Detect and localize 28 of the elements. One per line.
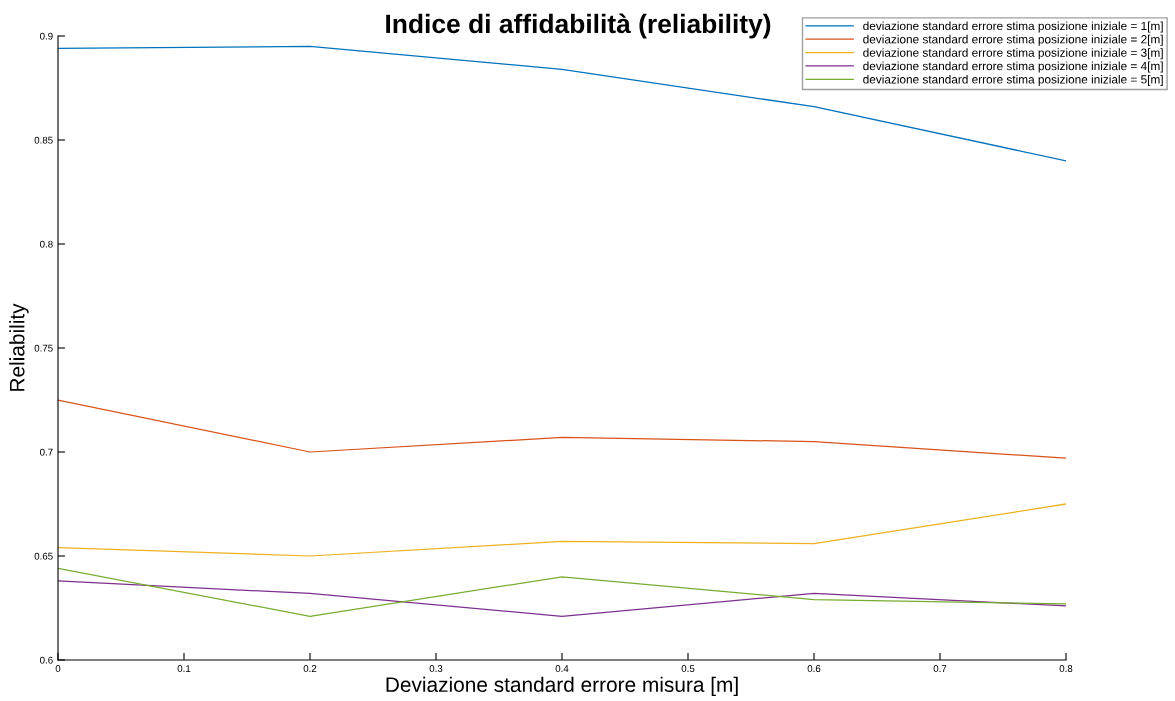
line-series [58, 503, 1066, 557]
line-series [58, 399, 1066, 459]
line-series [58, 580, 1066, 617]
chart-title: Indice di affidabilità (reliability) [386, 13, 771, 39]
y-tick-label: 0.8 [40, 240, 53, 248]
legend-label: deviazione standard errore stima posizione iniziale = 5[m] [863, 74, 1163, 86]
legend-label: deviazione standard errore stima posizione iniziale = 2[m] [863, 34, 1163, 46]
x-tick-label: 0.1 [177, 665, 191, 672]
x-tick-label: 0.4 [555, 665, 569, 672]
x-tick-label: 0.5 [681, 665, 695, 672]
legend-label: deviazione standard errore stima posizione iniziale = 1[m] [863, 21, 1163, 33]
legend-label: deviazione standard errore stima posizione iniziale = 4[m] [863, 61, 1163, 73]
legend-label: deviazione standard errore stima posizione iniziale = 3[m] [863, 48, 1163, 60]
y-tick-label: 0.75 [34, 344, 53, 352]
y-tick-label: 0.6 [40, 656, 53, 664]
x-tick-label: 0.6 [807, 665, 821, 672]
x-axis-title: Deviazione standard errore misura [m] [386, 676, 738, 697]
y-tick-label: 0.9 [40, 32, 53, 40]
y-axis-title: Reliability [9, 303, 29, 391]
x-tick-label: 0.3 [429, 665, 443, 672]
line-series [58, 567, 1066, 617]
y-tick-label: 0.7 [40, 448, 53, 456]
y-tick-label: 0.65 [34, 552, 53, 560]
y-tick-label: 0.85 [34, 136, 53, 144]
x-tick-label: 0 [55, 665, 61, 672]
x-tick-label: 0.7 [933, 665, 947, 672]
x-tick-label: 0.8 [1059, 665, 1073, 672]
x-tick-label: 0.2 [303, 665, 317, 672]
